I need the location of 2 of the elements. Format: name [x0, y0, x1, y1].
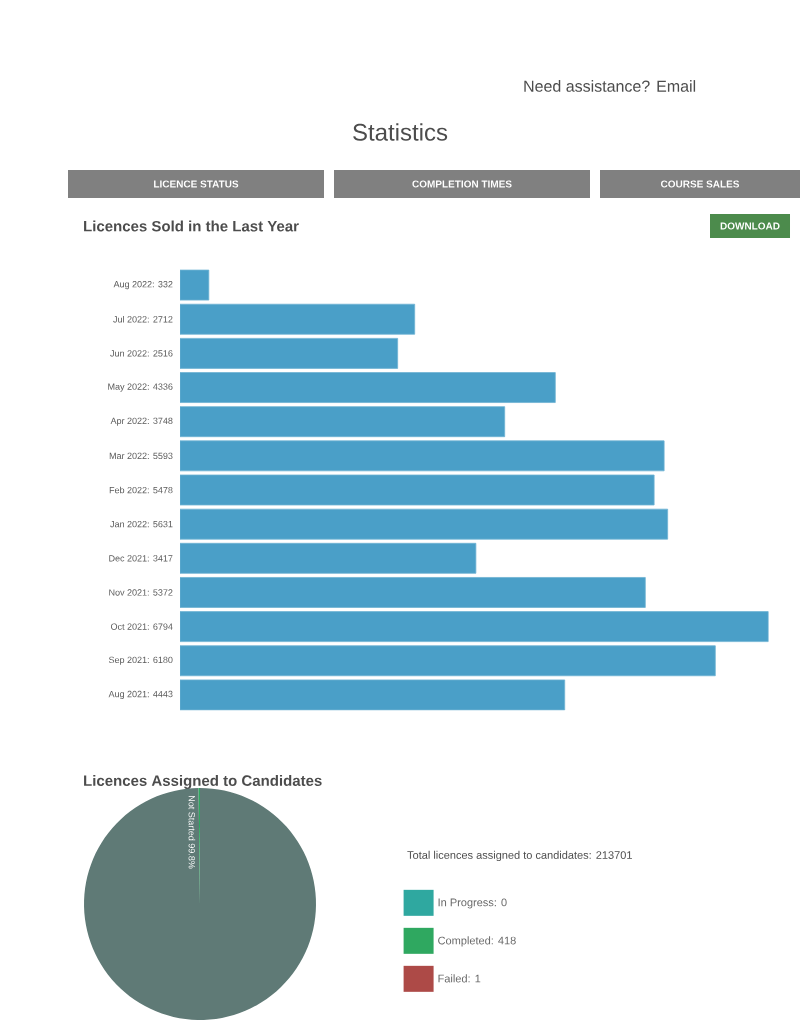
text: Statistics [353, 123, 448, 141]
text: Need assistance? Email [524, 80, 696, 92]
